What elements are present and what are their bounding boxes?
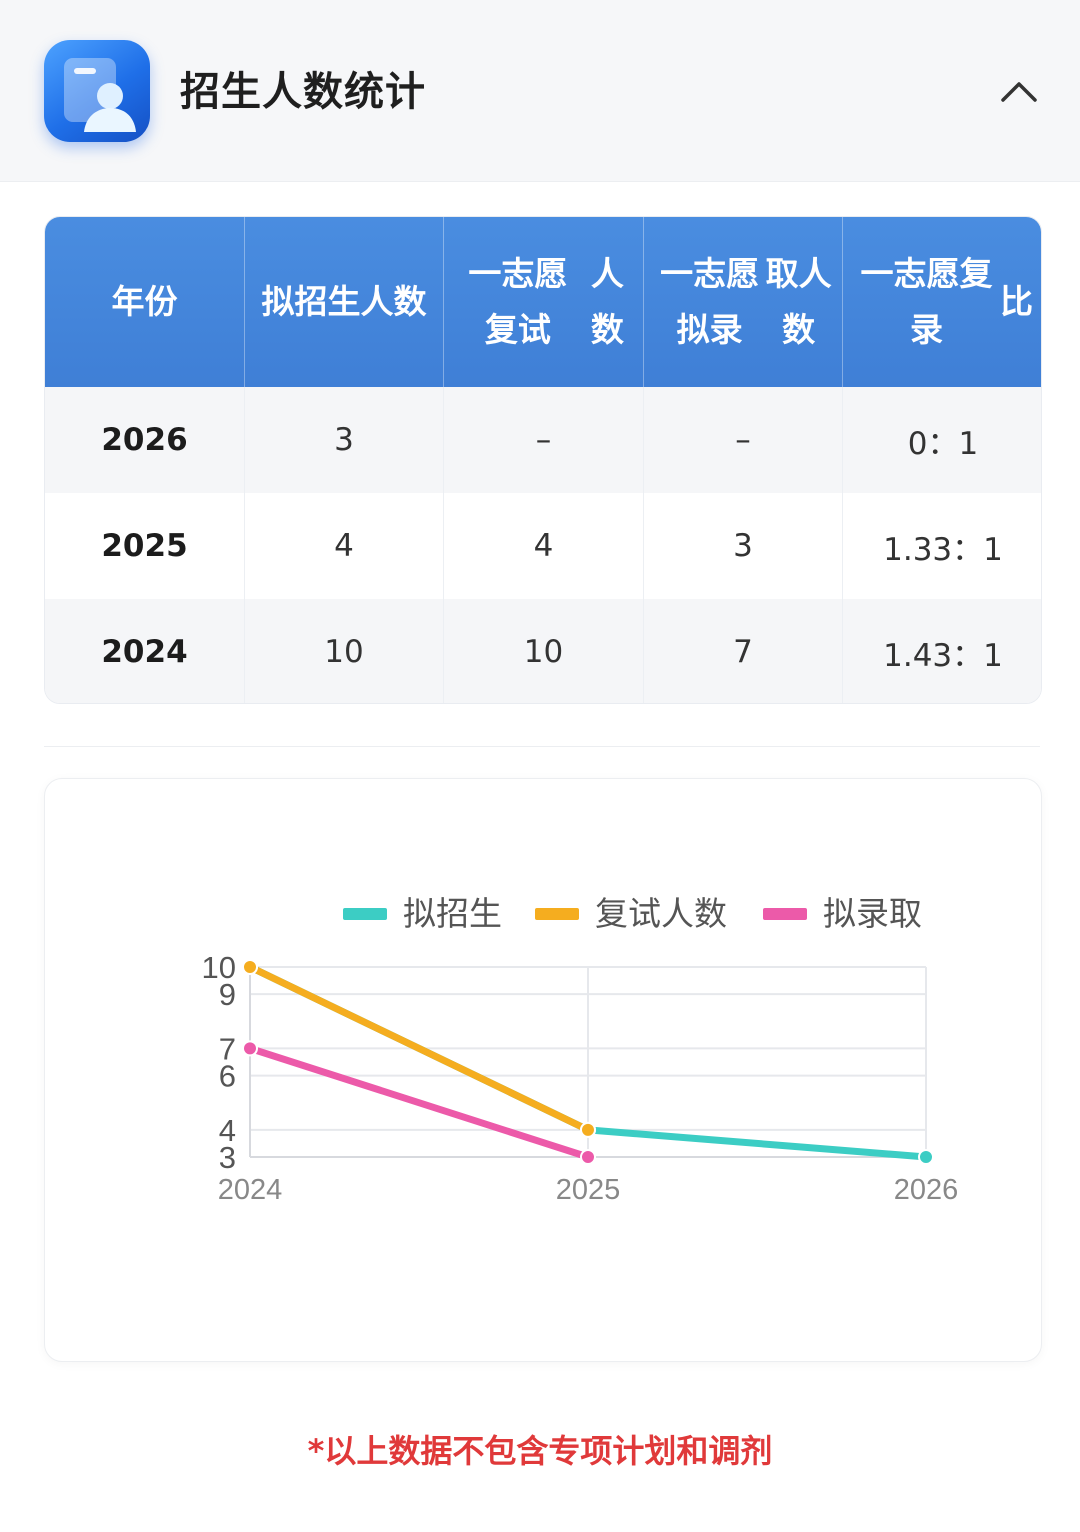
profile-card-icon bbox=[44, 40, 150, 142]
x-tick-label: 2025 bbox=[556, 1174, 621, 1206]
data-point bbox=[242, 1040, 258, 1057]
y-tick-label: 3 bbox=[219, 1140, 236, 1175]
cell-planned: 10 bbox=[245, 599, 444, 703]
table-header: 年份 拟招生人数 一志愿复试 人数 一志愿拟录 取人数 一志愿复录比 bbox=[45, 217, 1041, 387]
y-tick-label: 9 bbox=[219, 977, 236, 1012]
column-header-retest: 一志愿复试 人数 bbox=[444, 217, 644, 387]
cell-year: 2026 bbox=[45, 387, 245, 493]
data-point bbox=[580, 1121, 596, 1138]
cell-ratio: 1.43：1 bbox=[883, 637, 1003, 674]
legend-swatch bbox=[343, 908, 387, 920]
page-title: 招生人数统计 bbox=[180, 69, 426, 115]
table-row: 2025 4 4 3 1.33：1 bbox=[45, 493, 1041, 599]
column-header-admitted: 一志愿拟录 取人数 bbox=[644, 217, 843, 387]
column-header-year: 年份 bbox=[45, 217, 245, 387]
cell-ratio: 0：1 bbox=[907, 425, 979, 462]
y-tick-label: 4 bbox=[219, 1113, 236, 1148]
line-chart-card: 10 9 7 6 4 3 2024 2025 2026 拟招生 复试人数 拟录取 bbox=[44, 778, 1042, 1362]
legend-label: 拟录取 bbox=[823, 894, 922, 933]
enrollment-table: 年份 拟招生人数 一志愿复试 人数 一志愿拟录 取人数 一志愿复录比 2026 3 … bbox=[44, 216, 1042, 704]
table-row: 2024 10 10 7 1.43：1 bbox=[45, 599, 1041, 703]
cell-planned: 3 bbox=[245, 387, 444, 493]
table-row: 2026 3 – – 0：1 bbox=[45, 387, 1041, 493]
column-header-ratio: 一志愿复录比 bbox=[860, 254, 1034, 349]
cell-retest: – bbox=[444, 387, 644, 493]
legend-label: 复试人数 bbox=[595, 894, 727, 933]
legend-label: 拟招生 bbox=[403, 894, 502, 933]
chevron-up-icon[interactable] bbox=[992, 66, 1046, 116]
data-point bbox=[580, 1149, 596, 1165]
x-tick-label: 2026 bbox=[894, 1174, 959, 1206]
cell-admitted: – bbox=[644, 387, 843, 493]
section-divider bbox=[44, 746, 1040, 747]
series-line bbox=[246, 1044, 592, 1161]
cell-ratio: 1.33：1 bbox=[883, 531, 1003, 568]
data-point bbox=[918, 1149, 934, 1165]
legend-swatch bbox=[763, 908, 807, 920]
footnote: *以上数据不包含专项计划和调剂 bbox=[307, 1432, 773, 1470]
cell-retest: 4 bbox=[444, 493, 644, 599]
cell-retest: 10 bbox=[444, 599, 644, 703]
cell-year: 2025 bbox=[45, 493, 245, 599]
cell-admitted: 3 bbox=[644, 493, 843, 599]
cell-planned: 4 bbox=[245, 493, 444, 599]
data-point bbox=[242, 959, 258, 975]
y-tick-label: 6 bbox=[219, 1059, 236, 1094]
legend-swatch bbox=[535, 908, 579, 920]
series-line bbox=[246, 963, 592, 1134]
card-header: 招生人数统计 bbox=[0, 0, 1080, 182]
y-tick-label: 10 bbox=[202, 950, 236, 985]
cell-admitted: 7 bbox=[644, 599, 843, 703]
cell-year: 2024 bbox=[45, 599, 245, 703]
x-tick-label: 2024 bbox=[218, 1174, 283, 1206]
column-header-planned: 拟招生人数 bbox=[245, 217, 444, 387]
y-tick-label: 7 bbox=[219, 1031, 236, 1066]
